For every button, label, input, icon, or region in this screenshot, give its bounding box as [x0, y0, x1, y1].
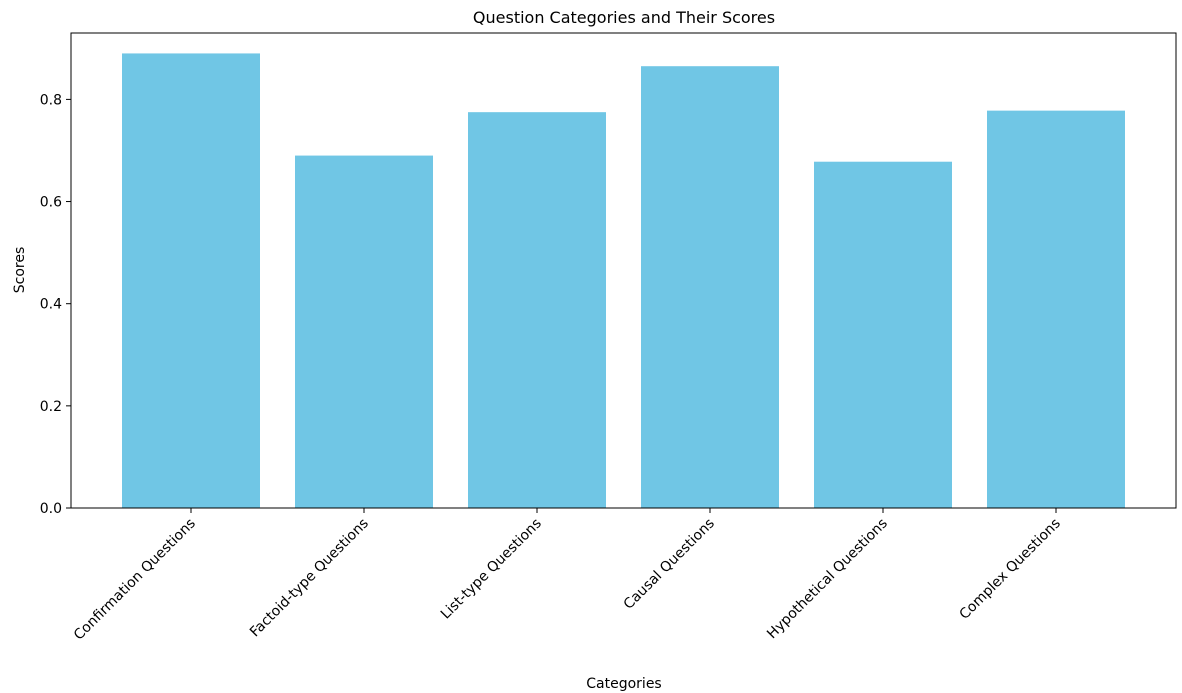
bar-causal-questions — [641, 66, 779, 509]
y-tick-label: 0.8 — [40, 92, 62, 108]
bar-confirmation-questions — [122, 53, 260, 508]
bar-complex-questions — [987, 110, 1125, 509]
bars-group — [122, 53, 1125, 509]
y-tick-label: 0.6 — [40, 195, 62, 211]
bar-list-type-questions — [468, 112, 606, 509]
bar-hypothetical-questions — [814, 161, 952, 509]
y-axis: 0.0 0.2 0.4 0.6 0.8 — [40, 92, 71, 517]
y-axis-label: Scores — [12, 247, 28, 294]
plot-frame — [70, 32, 1177, 509]
y-tick-label: 0.0 — [40, 501, 62, 517]
bar-factoid-type-questions — [295, 155, 433, 509]
x-axis-label: Categories — [586, 676, 661, 692]
y-tick-label: 0.4 — [40, 297, 62, 313]
y-tick-label: 0.2 — [40, 399, 62, 415]
chart-title: Question Categories and Their Scores — [473, 8, 775, 27]
